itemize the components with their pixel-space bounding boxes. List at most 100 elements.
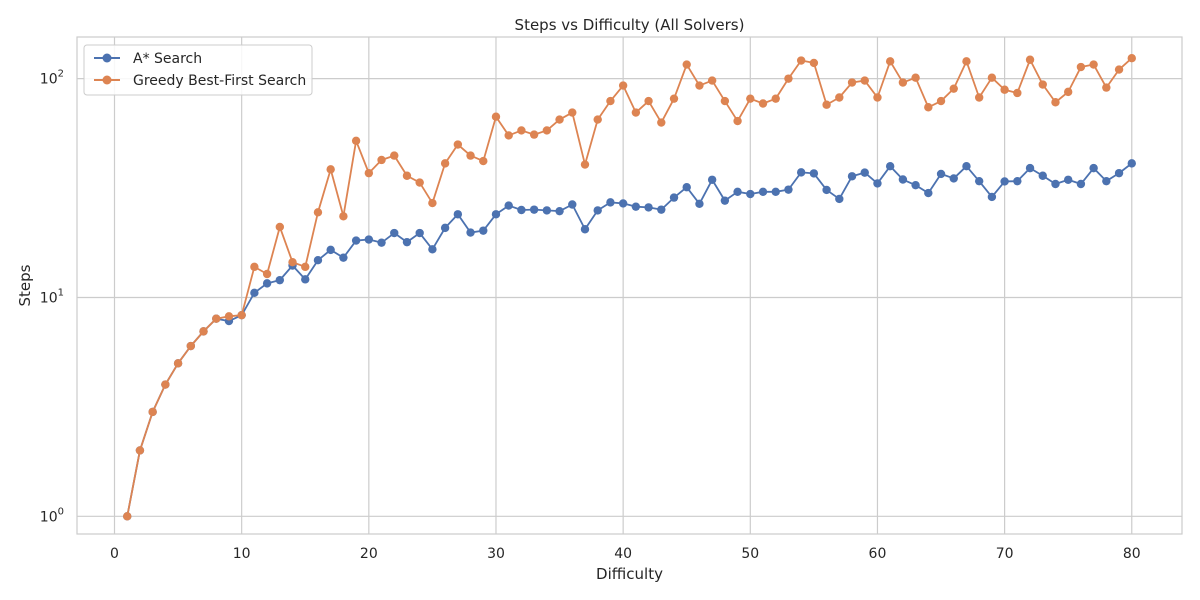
x-tick-label: 10 (233, 546, 251, 562)
data-point (631, 202, 641, 211)
data-point (720, 96, 730, 106)
data-point (542, 126, 552, 135)
data-point (644, 96, 653, 106)
data-point (123, 512, 132, 521)
data-point (555, 206, 564, 216)
data-point (237, 310, 246, 320)
data-point (377, 155, 386, 165)
data-point (364, 235, 374, 244)
data-point (301, 275, 310, 284)
series-0 (123, 159, 1136, 521)
legend-marker-greedy (102, 75, 112, 85)
data-point (1038, 171, 1047, 180)
data-point (390, 228, 399, 238)
data-point (301, 262, 310, 272)
data-point (313, 256, 323, 265)
data-point (568, 108, 577, 117)
data-point (682, 183, 691, 192)
data-point (428, 198, 437, 208)
data-point (606, 198, 615, 207)
data-point (911, 73, 920, 82)
y-axis-label: Steps (16, 264, 34, 306)
data-point (796, 168, 806, 177)
data-point (313, 208, 323, 217)
data-point (415, 228, 424, 238)
data-point (1089, 163, 1098, 173)
legend-label-a-star: A* Search (133, 51, 202, 67)
data-point (1013, 88, 1022, 98)
data-point (466, 228, 475, 237)
data-point (135, 446, 145, 455)
data-point (695, 81, 704, 90)
data-point (428, 245, 437, 254)
data-point (517, 205, 526, 215)
data-point (1089, 60, 1098, 69)
data-point (593, 206, 602, 215)
data-point (415, 178, 424, 187)
legend-label-greedy: Greedy Best-First Search (133, 73, 306, 89)
data-point (644, 203, 653, 212)
data-point (453, 210, 463, 219)
data-point (351, 236, 361, 245)
data-point (809, 58, 819, 68)
data-point (1063, 87, 1073, 97)
data-point (618, 199, 628, 208)
data-point (275, 222, 285, 232)
data-point (1127, 54, 1136, 63)
data-point (593, 115, 602, 124)
data-point (1038, 80, 1047, 89)
data-point (898, 78, 908, 87)
data-point (1102, 83, 1111, 92)
data-point (771, 94, 780, 103)
data-point (262, 269, 272, 279)
data-point (1025, 163, 1035, 173)
data-point (847, 78, 857, 87)
x-tick-label: 30 (487, 546, 505, 562)
data-point (746, 94, 755, 103)
data-point (555, 115, 564, 124)
data-point (962, 57, 971, 66)
data-point (1114, 65, 1124, 74)
data-point (809, 169, 819, 178)
x-tick-label: 20 (360, 546, 378, 562)
data-point (1000, 85, 1009, 94)
data-point (860, 168, 869, 177)
legend-box (83, 44, 313, 96)
plot-area-frame (76, 36, 1183, 535)
data-point (936, 96, 946, 106)
data-point (1000, 177, 1009, 186)
series-layer (123, 54, 1136, 521)
data-point (835, 93, 844, 102)
data-point (784, 74, 793, 83)
data-point (924, 188, 933, 198)
data-point (529, 205, 539, 214)
data-point (453, 140, 463, 149)
data-point (517, 126, 526, 135)
data-point (161, 380, 170, 389)
data-point (835, 194, 844, 204)
data-point (758, 99, 768, 108)
data-point (924, 103, 933, 112)
data-point (377, 238, 386, 247)
data-point (390, 151, 399, 160)
data-point (148, 407, 157, 417)
data-point (707, 175, 717, 184)
data-point (911, 180, 920, 190)
x-tick-label: 70 (996, 546, 1014, 562)
data-point (364, 168, 374, 178)
data-point (733, 116, 742, 126)
data-point (860, 76, 869, 85)
data-point (669, 94, 679, 103)
data-point (440, 159, 450, 168)
data-point (1076, 62, 1086, 72)
data-point (224, 312, 234, 321)
data-point (796, 56, 806, 65)
data-point (440, 223, 450, 233)
data-point (631, 108, 641, 117)
data-point (720, 196, 730, 205)
y-axis-ticks: 100 101 102 (40, 69, 64, 526)
data-point (1063, 175, 1073, 184)
data-point (1102, 176, 1111, 186)
series-1 (123, 54, 1136, 521)
